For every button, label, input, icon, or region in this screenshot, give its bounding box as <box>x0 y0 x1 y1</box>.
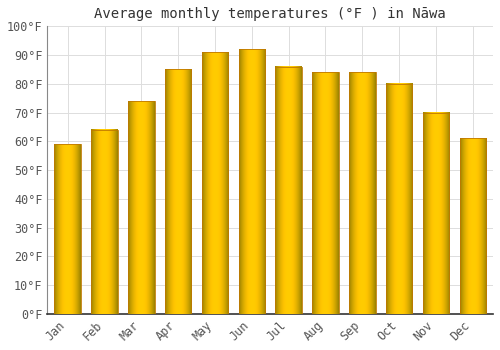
Bar <box>128 101 154 314</box>
Bar <box>238 49 265 314</box>
Bar <box>92 130 118 314</box>
Bar <box>386 84 412 314</box>
Bar <box>202 52 228 314</box>
Bar <box>276 66 302 314</box>
Bar <box>349 72 376 314</box>
Bar <box>54 144 81 314</box>
Bar <box>422 113 449 314</box>
Bar <box>165 69 192 314</box>
Bar <box>460 139 486 314</box>
Title: Average monthly temperatures (°F ) in Nāwa: Average monthly temperatures (°F ) in Nā… <box>94 7 446 21</box>
Bar <box>312 72 338 314</box>
